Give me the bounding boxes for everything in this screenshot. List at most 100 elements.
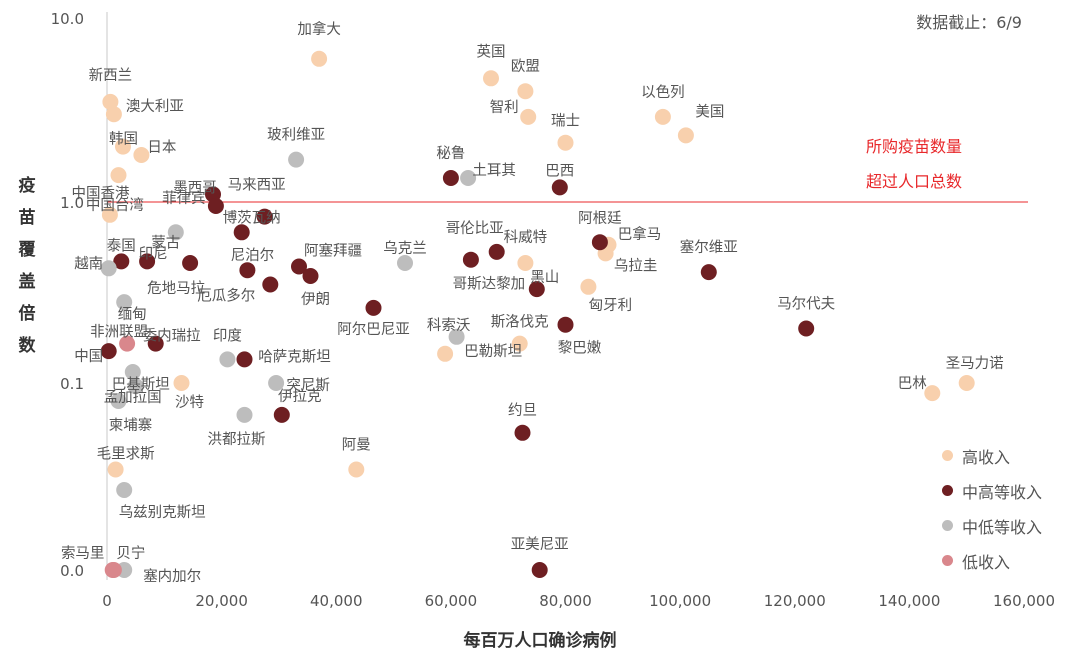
data-point-upper_middle <box>239 262 256 279</box>
x-tick-label: 40,000 <box>310 592 363 610</box>
data-point-upper_middle <box>262 276 279 293</box>
y-axis-label-char: 倍 <box>18 304 36 324</box>
data-point-lower_middle <box>100 260 117 277</box>
data-point-upper_middle <box>273 406 290 423</box>
data-point-label: 玻利维亚 <box>267 127 325 144</box>
data-point-label: 马来西亚 <box>228 177 286 194</box>
data-point-label: 印尼 <box>139 245 168 262</box>
y-tick-label: 10.0 <box>51 10 84 28</box>
data-point-label: 科索沃 <box>427 317 471 334</box>
data-point-high <box>580 278 597 295</box>
data-point-upper_middle <box>442 170 459 186</box>
y-axis-label-char: 疫 <box>18 176 36 196</box>
data-point-label: 加拿大 <box>297 20 341 38</box>
data-point-label: 巴基斯坦 <box>112 376 170 393</box>
y-tick-label: 0.1 <box>60 375 84 393</box>
data-point-label: 黑山 <box>530 269 559 286</box>
data-point-label: 圣马力诺 <box>946 355 1004 372</box>
data-point-upper_middle <box>488 243 505 260</box>
data-point-label: 马尔代夫 <box>777 296 835 313</box>
legend-dot-icon <box>942 485 953 496</box>
data-point-label: 中国台湾 <box>86 197 144 214</box>
legend-item-lower-middle: 中低等收入 <box>942 508 1042 543</box>
data-point-label: 巴勒斯坦 <box>464 343 522 360</box>
data-point-upper_middle <box>139 253 156 270</box>
data-point-lower_middle <box>448 328 465 345</box>
data-point-upper_middle <box>531 562 548 578</box>
data-point-upper_middle <box>207 198 224 214</box>
data-point-high <box>557 134 574 151</box>
data-point-label: 秘鲁 <box>436 145 465 162</box>
data-point-high <box>677 127 694 144</box>
data-point-label: 哥斯达黎加 <box>453 276 526 293</box>
data-point-lower_middle <box>116 294 133 311</box>
legend-item-high: 高收入 <box>942 438 1042 473</box>
legend-dot-icon <box>942 520 953 531</box>
data-point-lower_middle <box>110 393 127 409</box>
date-note: 数据截止：6/9 <box>916 13 1022 32</box>
y-axis-label-char: 数 <box>18 336 36 356</box>
data-point-label: 澳大利亚 <box>126 98 184 115</box>
data-point-high <box>115 138 131 155</box>
data-point-high <box>511 335 528 352</box>
data-point-lower_middle <box>116 482 133 498</box>
data-point-label: 以色列 <box>641 84 685 101</box>
data-point-label: 乌兹别克斯坦 <box>119 504 206 521</box>
data-point-label: 阿曼 <box>342 437 371 454</box>
data-point-label: 突尼斯 <box>286 377 330 394</box>
data-point-label: 日本 <box>147 139 176 156</box>
y-axis-label-char: 覆 <box>18 240 36 260</box>
data-point-lower_middle <box>124 364 141 380</box>
data-point-high <box>517 83 534 100</box>
x-axis-label: 每百万人口确诊病例 <box>463 631 617 651</box>
data-point-high <box>311 50 328 67</box>
data-point-upper_middle <box>365 299 382 316</box>
data-point-label: 菲律宾 <box>162 190 206 207</box>
data-point-label: 贝宁 <box>116 545 145 562</box>
x-tick-label: 20,000 <box>195 592 248 610</box>
y-axis-label-char: 盖 <box>18 272 36 292</box>
x-tick-label: 80,000 <box>539 592 592 610</box>
data-point-label: 越南 <box>74 255 103 272</box>
data-point-lower_middle <box>397 255 413 271</box>
data-point-label: 中国香港 <box>72 185 130 202</box>
legend-item-low: 低收入 <box>942 543 1042 578</box>
data-point-label: 哈萨克斯坦 <box>258 348 331 365</box>
data-point-label: 哥伦比亚 <box>446 220 504 237</box>
data-point-upper_middle <box>113 253 130 270</box>
data-point-high <box>437 345 454 362</box>
data-point-label: 瑞士 <box>551 113 580 130</box>
data-point-label: 英国 <box>477 42 506 60</box>
data-point-label: 中国 <box>74 348 103 365</box>
data-point-upper_middle <box>557 316 574 333</box>
data-point-label: 塞内加尔 <box>143 567 201 585</box>
data-point-upper_middle <box>291 258 307 275</box>
data-point-low <box>105 562 122 578</box>
legend-label: 中低等收入 <box>962 517 1043 537</box>
data-point-upper_middle <box>233 224 250 241</box>
y-axis-label-char: 苗 <box>18 208 36 228</box>
legend-item-upper-middle: 中高等收入 <box>942 473 1042 508</box>
data-point-label: 韩国 <box>109 131 138 148</box>
data-point-upper_middle <box>182 255 199 271</box>
legend: 高收入 中高等收入 中低等收入 低收入 <box>942 438 1042 578</box>
data-point-upper_middle <box>798 320 815 337</box>
data-point-label: 印度 <box>213 327 242 344</box>
data-point-upper_middle <box>256 208 273 225</box>
data-point-upper_middle <box>100 343 117 360</box>
data-point-lower_middle <box>460 170 477 186</box>
data-point-high <box>924 385 941 402</box>
data-point-label: 塞尔维亚 <box>680 238 738 256</box>
data-point-high <box>517 255 534 271</box>
data-point-label: 乌拉圭 <box>614 257 658 274</box>
data-point-upper_middle <box>462 251 479 268</box>
data-point-label: 洪都拉斯 <box>208 431 266 448</box>
data-point-high <box>520 108 537 125</box>
data-point-lower_middle <box>236 406 253 423</box>
data-point-label: 缅甸 <box>118 306 147 323</box>
data-point-lower_middle <box>288 151 305 168</box>
data-point-high <box>483 70 499 87</box>
legend-label: 中高等收入 <box>962 482 1043 502</box>
x-tick-label: 120,000 <box>764 592 826 610</box>
